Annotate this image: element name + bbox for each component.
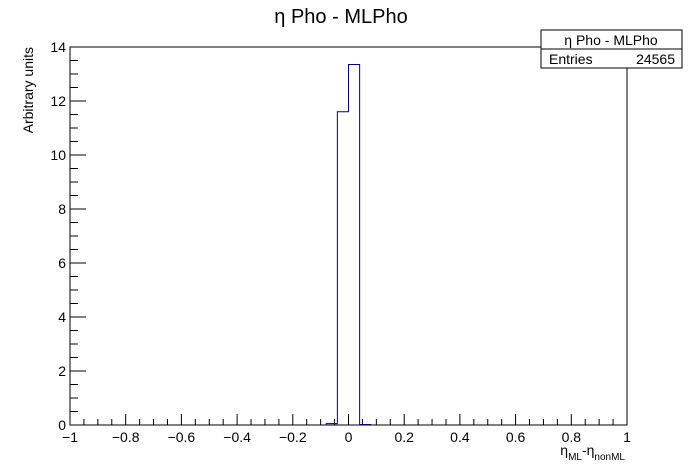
- x-tick-label: 0.8: [562, 429, 582, 445]
- x-axis-label-sub2: nonML: [594, 452, 625, 463]
- x-axis-label-sub1: ML: [568, 452, 582, 463]
- x-tick-label: −1: [62, 429, 78, 445]
- x-axis-label-eta1: η: [560, 442, 568, 458]
- x-tick-label: 0.2: [394, 429, 414, 445]
- x-tick-label: 1: [623, 429, 631, 445]
- x-tick-label: −0.4: [223, 429, 251, 445]
- y-tick-label: 6: [58, 255, 66, 271]
- y-tick-label: 8: [58, 201, 66, 217]
- x-tick-label: −0.2: [279, 429, 307, 445]
- stats-entries-label: Entries: [549, 51, 593, 67]
- y-tick-label: 2: [58, 363, 66, 379]
- x-tick-label: 0: [345, 429, 353, 445]
- histogram-bin: [337, 112, 348, 425]
- y-tick-label: 0: [58, 417, 66, 433]
- y-tick-label: 10: [50, 147, 66, 163]
- y-axis-label: Arbitrary units: [20, 47, 36, 133]
- stats-box: η Pho - MLPho Entries 24565: [540, 29, 683, 69]
- histogram-bin: [349, 65, 360, 425]
- y-tick-label: 12: [50, 93, 66, 109]
- chart-title: η Pho - MLPho: [274, 6, 407, 28]
- plot-axes: −1 −0.8 −0.6 −0.4 −0.2 0 0.2 0.4 0.6 0.8 102468101…: [50, 39, 631, 445]
- x-tick-label: −0.6: [168, 429, 196, 445]
- y-tick-label: 14: [50, 39, 66, 55]
- y-tick-label: 4: [58, 309, 66, 325]
- x-tick-label: 0.6: [506, 429, 526, 445]
- x-axis-label-sep: -η: [582, 442, 594, 458]
- x-tick-label: 0.4: [450, 429, 470, 445]
- stats-entries-value: 24565: [636, 51, 675, 67]
- histogram-outline: [325, 64, 372, 425]
- stats-box-title: η Pho - MLPho: [564, 32, 658, 48]
- histogram-bars: [325, 64, 372, 425]
- x-axis-label: ηML-ηnonML: [560, 442, 625, 463]
- x-tick-label: −0.8: [112, 429, 140, 445]
